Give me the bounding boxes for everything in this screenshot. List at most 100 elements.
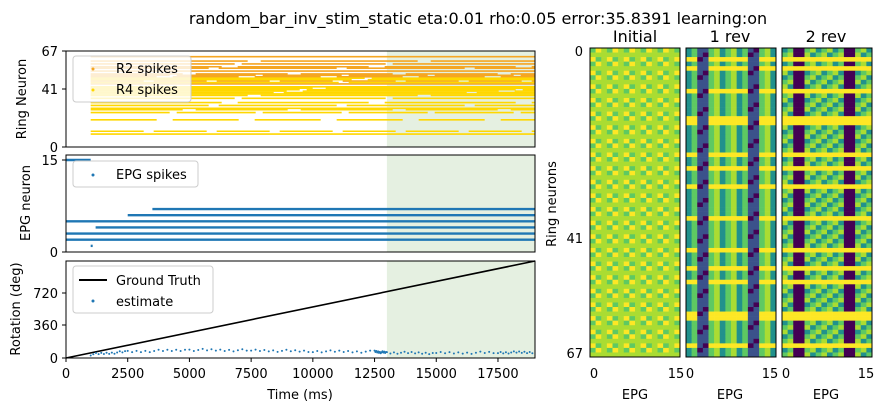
heatmap-cell xyxy=(595,70,602,76)
heatmap-cell xyxy=(782,184,788,190)
heatmap-cell xyxy=(606,97,613,103)
heatmap-cell xyxy=(736,302,743,308)
heatmap-cell xyxy=(782,134,788,140)
heatmap-cell xyxy=(782,188,788,194)
heatmap-cell xyxy=(618,88,625,94)
heatmap-cell xyxy=(601,161,608,167)
heatmap-cell xyxy=(725,229,732,235)
heatmap-cell xyxy=(651,188,658,194)
heatmap-cell xyxy=(674,338,681,344)
heatmap-cell xyxy=(731,88,737,94)
heatmap-cell xyxy=(782,252,788,258)
heatmap-cell xyxy=(651,347,658,353)
heatmap-cell xyxy=(787,275,794,281)
heatmap-cell xyxy=(787,179,794,185)
heatmap-cell xyxy=(601,179,608,185)
heatmap-cell xyxy=(815,297,822,303)
heatmap-cell xyxy=(601,216,608,221)
heatmap-cell xyxy=(635,166,641,171)
estimate-point xyxy=(392,351,395,354)
heatmap-cell xyxy=(686,79,692,85)
heatmap-cell xyxy=(838,79,845,85)
heatmap-cell xyxy=(742,147,749,153)
heatmap-cell xyxy=(843,97,850,103)
heatmap-cell xyxy=(674,197,681,203)
heatmap-cell xyxy=(590,225,596,231)
heatmap-cell xyxy=(793,352,800,358)
heatmap-cell xyxy=(793,211,800,217)
heatmap-cell xyxy=(640,338,647,344)
heatmap-cell xyxy=(782,116,788,122)
heatmap-cell xyxy=(843,70,850,76)
heatmap-cell xyxy=(782,302,788,308)
heatmap-cell xyxy=(832,207,839,212)
heatmap-cell xyxy=(798,170,805,176)
heatmap-cell xyxy=(606,75,613,81)
estimate-point xyxy=(396,352,399,355)
heatmap-cell xyxy=(674,175,681,181)
heatmap-cell xyxy=(770,220,777,226)
heatmap-cell xyxy=(742,229,749,235)
heatmap-cell xyxy=(646,279,653,285)
heatmap-cell xyxy=(753,225,760,231)
heatmap-cell xyxy=(827,279,833,285)
heatmap-cell xyxy=(646,107,653,112)
heatmap-cell xyxy=(736,152,743,158)
heatmap-cell xyxy=(860,157,867,162)
heatmap-cell xyxy=(657,302,664,308)
heatmap-cell xyxy=(787,320,794,326)
heatmap-cell xyxy=(702,188,709,194)
estimate-point xyxy=(135,349,138,352)
heatmap-cell xyxy=(668,120,675,126)
heatmap-cell xyxy=(623,270,630,276)
heatmap-cell xyxy=(629,307,636,312)
heatmap-cell xyxy=(708,188,715,194)
heatmap-cell xyxy=(770,166,777,171)
heatmap-cell xyxy=(821,252,828,258)
heatmap-cell xyxy=(782,293,788,299)
heatmap-cell xyxy=(804,125,811,131)
heatmap-cell xyxy=(764,134,771,140)
heatmap-cell xyxy=(860,284,867,290)
heatmap-cell xyxy=(601,70,608,76)
heatmap-cell xyxy=(719,188,726,194)
heatmap-cell xyxy=(708,343,715,349)
heatmap-cell xyxy=(646,138,653,144)
heatmap-cell xyxy=(674,48,681,53)
heatmap-cell xyxy=(702,279,709,285)
heatmap-cell xyxy=(793,311,800,317)
heatmap-cell xyxy=(742,193,749,199)
estimate-point xyxy=(329,349,332,352)
heatmap-cell xyxy=(764,170,771,176)
heatmap-cell xyxy=(860,320,867,326)
heatmap-cell xyxy=(838,97,845,103)
heatmap-cell xyxy=(821,157,828,162)
heatmap-cell xyxy=(843,170,850,176)
heatmap-cell xyxy=(838,179,845,185)
heatmap-cell xyxy=(793,166,800,171)
heatmap-cell xyxy=(736,75,743,81)
heatmap-cell xyxy=(719,147,726,153)
heatmap-cell xyxy=(764,347,771,353)
heatmap-cell xyxy=(787,297,794,303)
heatmap-cell xyxy=(668,297,675,303)
heatmap-cell xyxy=(697,57,704,62)
heatmap-cell xyxy=(849,57,856,62)
heatmap-cell xyxy=(686,197,692,203)
heatmap-cell xyxy=(691,302,698,308)
heatmap-cell xyxy=(668,107,675,112)
heatmap-cell xyxy=(691,288,698,294)
heatmap-cell xyxy=(663,211,670,217)
heatmap-cell xyxy=(702,66,709,72)
heatmap-cell xyxy=(595,48,602,53)
heatmap-cell xyxy=(657,179,664,185)
heatmap-cell xyxy=(736,197,743,203)
heatmap-cell xyxy=(697,120,704,126)
heatmap-cell xyxy=(702,197,709,203)
heatmap-cell xyxy=(804,275,811,281)
heatmap-cell xyxy=(725,334,732,340)
heatmap-cell xyxy=(612,266,619,271)
heatmap-cell xyxy=(719,261,726,267)
heatmap-cell xyxy=(855,197,862,203)
heatmap-cell xyxy=(601,220,608,226)
